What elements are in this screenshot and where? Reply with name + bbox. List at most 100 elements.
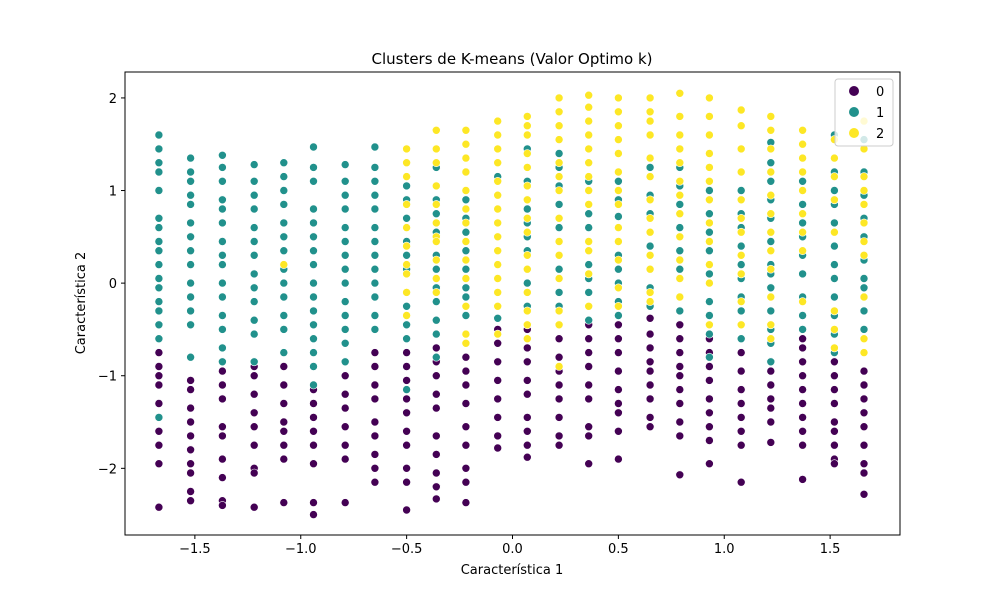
point-cluster-2-109 — [645, 153, 655, 163]
point-cluster-1-205 — [705, 311, 714, 320]
point-cluster-0-106 — [493, 431, 503, 441]
point-cluster-2-26 — [461, 186, 471, 195]
y-tick-label-3: 1 — [109, 185, 117, 200]
point-cluster-0-32 — [249, 408, 259, 418]
point-cluster-2-175 — [830, 153, 839, 163]
point-cluster-1-8 — [154, 246, 164, 255]
point-cluster-0-205 — [830, 440, 839, 450]
point-cluster-1-136 — [431, 315, 441, 325]
point-cluster-1-225 — [766, 283, 776, 293]
point-cluster-0-7 — [154, 440, 164, 450]
point-cluster-0-102 — [493, 357, 503, 367]
point-cluster-2-16 — [431, 218, 441, 228]
point-cluster-2-54 — [522, 163, 532, 172]
point-cluster-1-108 — [370, 237, 380, 246]
point-cluster-1-56 — [249, 315, 259, 325]
point-cluster-0-123 — [554, 413, 564, 422]
point-cluster-1-94 — [340, 251, 350, 260]
point-cluster-0-95 — [461, 422, 471, 432]
point-cluster-1-109 — [370, 251, 380, 260]
point-cluster-0-187 — [766, 417, 776, 427]
point-cluster-1-98 — [340, 311, 350, 320]
point-cluster-1-211 — [736, 241, 746, 251]
point-cluster-1-145 — [461, 283, 471, 293]
legend-label-0: 0 — [876, 85, 884, 100]
point-cluster-2-62 — [522, 306, 532, 316]
point-cluster-2-125 — [675, 209, 685, 218]
point-cluster-1-107 — [370, 223, 380, 232]
points-layer — [154, 89, 869, 519]
point-cluster-2-34 — [461, 338, 471, 348]
point-cluster-1-41 — [218, 292, 227, 302]
point-cluster-1-33 — [218, 177, 227, 186]
point-cluster-1-42 — [218, 311, 227, 320]
point-cluster-0-168 — [705, 408, 714, 418]
point-cluster-2-50 — [522, 112, 532, 121]
point-cluster-0-15 — [186, 445, 195, 455]
point-cluster-0-149 — [645, 380, 655, 390]
point-cluster-1-114 — [370, 325, 380, 334]
point-cluster-0-135 — [614, 320, 623, 330]
point-cluster-0-41 — [279, 417, 289, 427]
point-cluster-1-153 — [522, 204, 532, 214]
point-cluster-0-143 — [614, 454, 623, 464]
point-cluster-2-164 — [766, 334, 776, 344]
point-cluster-1-130 — [431, 209, 441, 218]
point-cluster-1-187 — [645, 241, 655, 251]
point-cluster-0-129 — [584, 362, 594, 371]
point-cluster-2-112 — [645, 214, 655, 223]
point-cluster-0-39 — [279, 380, 289, 390]
point-cluster-1-102 — [370, 142, 380, 152]
point-cluster-2-79 — [584, 90, 594, 100]
point-cluster-1-144 — [461, 264, 471, 274]
point-cluster-1-174 — [584, 288, 594, 297]
point-cluster-0-28 — [218, 501, 227, 510]
point-cluster-0-157 — [675, 371, 685, 381]
x-tick-label-5: 1.0 — [714, 542, 735, 557]
point-cluster-2-103 — [614, 283, 623, 293]
point-cluster-0-153 — [675, 320, 685, 330]
point-cluster-1-69 — [279, 311, 289, 320]
point-cluster-2-172 — [798, 246, 807, 255]
point-cluster-0-142 — [614, 426, 623, 436]
point-cluster-1-170 — [584, 209, 594, 218]
point-cluster-2-126 — [675, 232, 685, 242]
point-cluster-1-9 — [154, 260, 164, 269]
point-cluster-1-140 — [461, 195, 471, 205]
point-cluster-0-6 — [154, 426, 164, 436]
point-cluster-1-55 — [249, 297, 259, 306]
point-cluster-1-24 — [186, 246, 195, 255]
point-cluster-0-124 — [554, 431, 564, 441]
point-cluster-1-38 — [218, 251, 227, 260]
point-cluster-2-45 — [493, 260, 503, 269]
point-cluster-1-260 — [859, 325, 869, 334]
point-cluster-0-188 — [766, 438, 776, 447]
point-cluster-1-158 — [522, 278, 532, 288]
point-cluster-2-99 — [614, 200, 623, 209]
point-cluster-2-77 — [554, 320, 564, 330]
point-cluster-0-144 — [645, 313, 655, 323]
point-cluster-0-61 — [370, 348, 380, 357]
point-cluster-1-82 — [309, 306, 318, 316]
point-cluster-2-5 — [402, 223, 411, 232]
point-cluster-0-125 — [554, 440, 564, 450]
point-cluster-1-23 — [186, 232, 195, 242]
point-cluster-0-31 — [249, 389, 259, 399]
point-cluster-1-199 — [705, 186, 714, 195]
point-cluster-2-146 — [736, 195, 746, 205]
point-cluster-0-201 — [830, 385, 839, 394]
point-cluster-0-171 — [705, 459, 714, 469]
point-cluster-2-153 — [766, 112, 776, 121]
point-cluster-0-22 — [218, 394, 227, 404]
y-tick-label-1: −1 — [98, 370, 117, 385]
point-cluster-2-130 — [705, 93, 714, 103]
point-cluster-1-180 — [614, 264, 623, 274]
point-cluster-0-213 — [859, 440, 869, 450]
point-cluster-2-80 — [584, 102, 594, 112]
point-cluster-2-59 — [522, 251, 532, 260]
point-cluster-0-146 — [645, 343, 655, 353]
point-cluster-1-79 — [309, 260, 318, 269]
point-cluster-0-167 — [705, 394, 714, 404]
point-cluster-2-60 — [522, 264, 532, 274]
point-cluster-0-9 — [154, 502, 164, 512]
